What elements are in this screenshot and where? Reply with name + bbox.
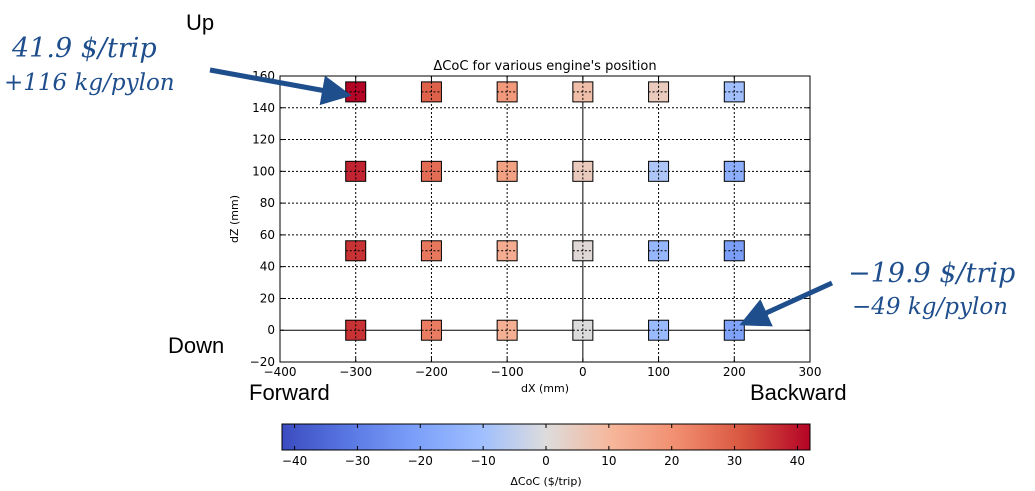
colorbar: −40 −30 −20 −10 0 10 20 30 40 ΔCoC ($/trip) <box>281 423 811 488</box>
colorbar-gradient <box>281 423 811 451</box>
x-axis-ticks: −400 −300 −200 −100 0 100 200 300 <box>264 76 822 379</box>
x-axis-label: dX (mm) <box>521 382 569 395</box>
backward-label: Backward <box>750 380 847 405</box>
heatmap-cells <box>345 81 745 341</box>
colorbar-tick-label: −30 <box>345 454 370 468</box>
plot-area: −400 −300 −200 −100 0 100 200 300 −200204060801… <box>250 69 822 379</box>
colorbar-tick-label: −40 <box>282 454 307 468</box>
grid-lines <box>280 76 810 362</box>
y-tick-label: 20 <box>260 291 275 305</box>
colorbar-tick-label: 30 <box>727 454 742 468</box>
colorbar-tick-label: 40 <box>790 454 805 468</box>
annotation-arrows <box>209 67 834 327</box>
x-tick-label: 200 <box>723 365 746 379</box>
max-cost-annotation: 41.9 $/trip <box>12 33 157 64</box>
plot-frame <box>279 75 811 363</box>
arrow-to-min-cell <box>739 280 834 327</box>
min-cost-annotation: −19.9 $/trip <box>848 258 1016 289</box>
y-tick-label: 80 <box>260 196 275 210</box>
x-tick-label: −100 <box>491 365 524 379</box>
down-label: Down <box>168 333 225 358</box>
colorbar-tick-label: 0 <box>542 454 550 468</box>
y-tick-label: 120 <box>252 133 275 147</box>
colorbar-tick-label: −20 <box>408 454 433 468</box>
colorbar-tick-label: 10 <box>601 454 616 468</box>
min-weight-annotation: −49 kg/pylon <box>852 294 1008 320</box>
colorbar-ticks: −40 −30 −20 −10 0 10 20 30 40 <box>282 424 805 468</box>
y-tick-label: 100 <box>252 164 275 178</box>
chart-title: ΔCoC for various engine's position <box>433 59 656 74</box>
arrow-to-max-cell <box>209 67 352 106</box>
x-tick-label: 300 <box>799 365 822 379</box>
x-tick-label: −200 <box>415 365 448 379</box>
up-label: Up <box>186 10 215 35</box>
y-tick-label: 60 <box>260 228 275 242</box>
y-tick-label: 0 <box>267 323 275 337</box>
y-tick-label: 40 <box>260 260 275 274</box>
colorbar-label: ΔCoC ($/trip) <box>510 475 581 488</box>
x-tick-label: −300 <box>339 365 372 379</box>
x-tick-label: 100 <box>647 365 670 379</box>
y-axis-label: dZ (mm) <box>228 195 241 243</box>
y-tick-label: −20 <box>250 355 275 369</box>
x-tick-label: −400 <box>264 365 297 379</box>
zero-axis-lines <box>280 76 810 362</box>
colorbar-tick-label: 20 <box>664 454 679 468</box>
forward-label: Forward <box>249 380 330 405</box>
colorbar-tick-label: −10 <box>470 454 495 468</box>
max-weight-annotation: +116 kg/pylon <box>4 70 175 96</box>
y-tick-label: 140 <box>252 101 275 115</box>
x-tick-label: 0 <box>579 365 587 379</box>
